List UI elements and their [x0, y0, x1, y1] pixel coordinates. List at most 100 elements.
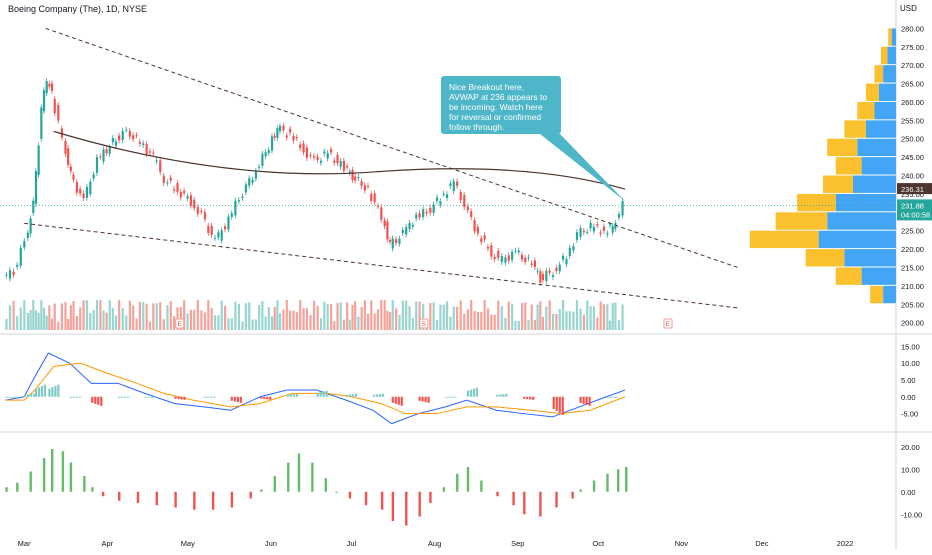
candle-body [435, 197, 439, 201]
oscillator-bar [230, 491, 234, 508]
candle-body [575, 232, 579, 240]
volume-profile-down-bar [880, 46, 888, 65]
candle-body [32, 200, 35, 213]
volume-bar [234, 301, 237, 330]
candle-body [261, 153, 264, 166]
volume-bar [285, 300, 288, 330]
candle-body [102, 149, 105, 162]
annotation-callout[interactable]: Nice Breakout here, AVWAP at 236 appears… [441, 76, 561, 134]
macd-histogram-bar [582, 396, 585, 404]
candle-body [346, 166, 349, 168]
candle-body [159, 160, 162, 172]
candle-body [360, 181, 363, 186]
price-tick-label: 235.00 [901, 190, 924, 199]
price-tick-label: 260.00 [901, 98, 924, 107]
volume-bar [299, 300, 302, 330]
volume-bar [376, 309, 380, 330]
candle-body [166, 182, 169, 184]
macd-histogram-bar [561, 396, 564, 415]
macd-tick-label: 15.00 [901, 342, 920, 351]
x-tick-label: Sep [511, 539, 524, 548]
macd-histogram-bar [121, 396, 124, 398]
candle-body [456, 181, 459, 186]
candle-body [227, 216, 230, 230]
macd-histogram-bar [57, 384, 60, 397]
candle-body [466, 206, 469, 211]
oscillator-bar [480, 480, 483, 492]
oscillator-bar [193, 491, 196, 510]
volume-profile-down-bar [844, 120, 866, 138]
price-tick-label: 210.00 [901, 282, 924, 291]
candle-body [299, 144, 302, 149]
volume-profile-down-bar [835, 267, 862, 285]
volume-bar [289, 310, 292, 330]
macd-histogram-bar [394, 396, 397, 404]
oscillator-bar [83, 476, 86, 492]
macd-histogram-bar [100, 396, 103, 406]
volume-bar [23, 300, 26, 330]
x-tick-label: Aug [428, 539, 441, 548]
macd-tick-label: -5.00 [901, 410, 918, 419]
candle-body [383, 220, 386, 227]
volume-bar [562, 300, 565, 330]
candle-body [548, 270, 551, 273]
candle-body [162, 175, 165, 184]
candle-body [92, 174, 95, 179]
candle-body [445, 194, 449, 198]
volume-bar [244, 303, 247, 330]
macd-histogram-bar [475, 387, 478, 397]
macd-histogram-bar [418, 396, 421, 401]
macd-histogram-bar [40, 386, 44, 397]
last-price-tag [897, 199, 932, 221]
volume-bar [517, 320, 520, 330]
event-marker-label: E [178, 321, 183, 328]
macd-histogram-bar [51, 387, 54, 397]
volume-bar [29, 310, 32, 330]
candle-body [517, 250, 520, 253]
candle-body [312, 156, 316, 158]
macd-histogram-bar [269, 396, 272, 400]
macd-histogram-bar [609, 396, 612, 398]
candle-body [237, 200, 241, 202]
macd-histogram-bar [615, 396, 618, 398]
oscillator-bar [512, 491, 515, 506]
volume-bar [373, 313, 376, 330]
symbol-title[interactable]: Boeing Company (The), 1D, NYSE [8, 4, 148, 14]
macd-histogram-bar [445, 396, 448, 398]
volume-bar [316, 305, 319, 330]
candle-body [213, 237, 217, 239]
volume-bar [26, 312, 30, 330]
candle-body [582, 230, 586, 233]
volume-bar [405, 300, 408, 330]
macd-histogram-bar [469, 389, 472, 397]
volume-bar [354, 301, 357, 330]
volume-profile-up-bar [887, 46, 896, 65]
volume-bar [276, 300, 279, 330]
candle-body [196, 207, 199, 214]
candle-body [480, 238, 483, 243]
price-tick-label: 200.00 [901, 319, 924, 328]
volume-bar [152, 303, 155, 330]
macd-histogram-bar [177, 396, 180, 400]
candle-body [57, 104, 60, 121]
candle-body [118, 135, 121, 141]
osc-tick-label: 20.00 [901, 443, 920, 452]
candle-body [67, 148, 70, 166]
candle-body [316, 156, 319, 160]
macd-macd-line [5, 352, 626, 425]
event-marker-label: S [422, 321, 427, 328]
volume-bar [121, 307, 124, 330]
volume-profile-down-bar [857, 101, 875, 120]
volume-bar [329, 303, 333, 330]
oscillator-bar [466, 467, 470, 492]
osc-tick-label: -10.00 [901, 510, 922, 519]
volume-bar [138, 301, 142, 330]
macd-histogram-bar [236, 396, 239, 403]
macd-histogram-bar [532, 396, 535, 400]
volume-bar [606, 304, 609, 330]
volume-bar [118, 300, 121, 330]
volume-bar [490, 314, 493, 330]
volume-bar [16, 315, 19, 330]
